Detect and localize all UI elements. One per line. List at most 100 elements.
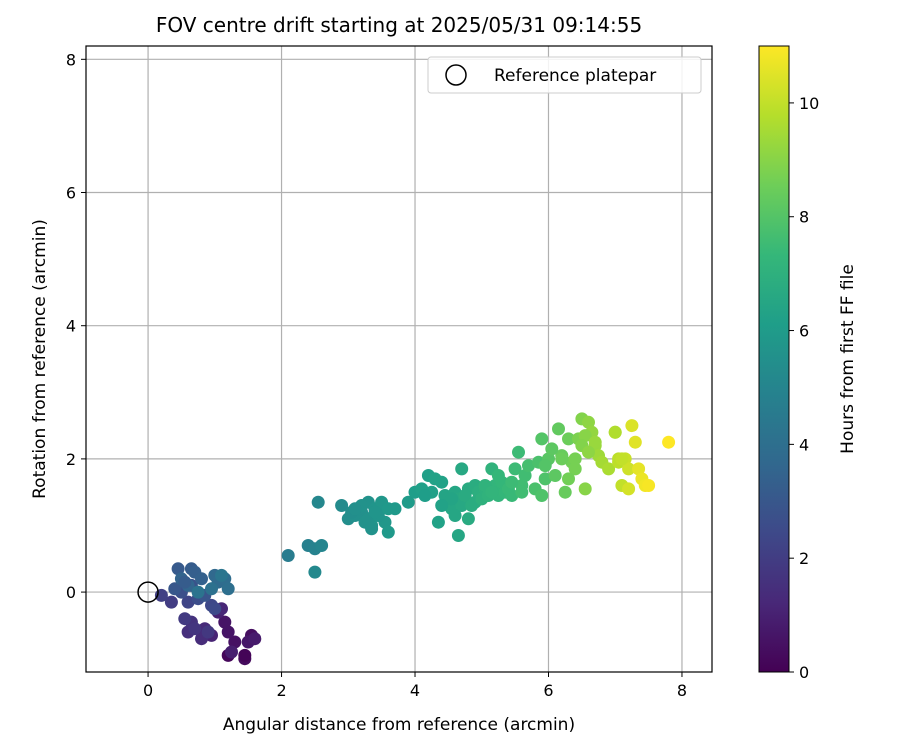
y-tick-label: 0 xyxy=(66,583,76,602)
x-tick-label: 0 xyxy=(143,681,153,700)
data-point xyxy=(401,495,415,509)
data-point xyxy=(538,472,552,486)
data-point xyxy=(505,475,519,489)
colorbar-tick-label: 2 xyxy=(799,549,809,568)
data-point xyxy=(164,595,178,609)
colorbar: 0 2 4 6 8 10 Hours from first FF file xyxy=(758,45,858,682)
data-point xyxy=(171,562,185,576)
data-point xyxy=(225,645,238,659)
data-point xyxy=(622,482,636,496)
data-point xyxy=(461,512,475,526)
data-point xyxy=(522,459,535,473)
chart-title: FOV centre drift starting at 2025/05/31 … xyxy=(156,13,642,37)
data-point xyxy=(435,499,449,512)
colorbar-tick-label: 8 xyxy=(799,208,809,227)
data-point xyxy=(221,582,235,596)
x-axis-label: Angular distance from reference (arcmin) xyxy=(223,715,575,735)
data-point xyxy=(578,482,592,496)
data-point xyxy=(311,495,325,509)
data-point xyxy=(552,422,565,436)
data-point xyxy=(195,572,208,586)
data-point xyxy=(281,549,295,562)
reference-platepar-marker xyxy=(137,581,159,603)
data-point xyxy=(568,452,582,466)
data-point xyxy=(512,445,525,459)
data-point xyxy=(578,429,592,443)
data-point xyxy=(622,462,636,476)
data-point xyxy=(555,452,569,466)
data-point xyxy=(608,425,622,439)
reference-point xyxy=(137,581,159,603)
data-point xyxy=(168,582,182,596)
data-point xyxy=(582,415,595,429)
y-tick-label: 2 xyxy=(66,450,76,469)
data-point xyxy=(365,522,379,536)
data-point xyxy=(642,479,656,492)
legend-open-circle-icon xyxy=(445,64,467,86)
data-point xyxy=(381,525,395,539)
data-point xyxy=(548,469,562,482)
colorbar-ticks: 0 2 4 6 8 10 xyxy=(789,94,819,682)
data-point xyxy=(632,462,646,476)
data-point xyxy=(535,489,549,502)
legend: Reference platepar xyxy=(427,56,702,94)
data-point xyxy=(662,435,676,449)
legend-box xyxy=(427,56,702,94)
data-point xyxy=(248,632,262,646)
data-point xyxy=(445,492,459,506)
data-point xyxy=(491,469,505,482)
data-point xyxy=(562,432,575,446)
data-point xyxy=(451,529,465,542)
data-point xyxy=(205,582,218,596)
data-point xyxy=(625,419,639,433)
data-point xyxy=(181,595,195,609)
legend-label: Reference platepar xyxy=(494,66,656,86)
x-tick-label: 6 xyxy=(543,681,553,700)
y-tick-label: 6 xyxy=(66,184,76,203)
data-point xyxy=(381,502,395,516)
x-tick-label: 2 xyxy=(276,681,286,700)
data-point xyxy=(191,585,205,599)
data-point xyxy=(515,485,529,499)
data-point xyxy=(568,462,582,476)
colorbar-frame xyxy=(758,45,790,673)
data-point xyxy=(178,612,192,626)
data-point xyxy=(418,489,432,502)
data-point xyxy=(562,472,575,486)
x-tick-label: 8 xyxy=(677,681,687,700)
data-point xyxy=(558,485,572,499)
y-tick-label: 8 xyxy=(66,50,76,69)
data-point xyxy=(455,499,469,512)
data-point xyxy=(538,459,552,473)
x-axis-ticks: 0 2 4 6 8 xyxy=(143,672,687,700)
data-point xyxy=(221,625,235,639)
data-point xyxy=(308,565,322,579)
data-point xyxy=(215,568,228,582)
plot-frame xyxy=(85,45,713,673)
data-point xyxy=(588,435,602,449)
colorbar-tick-label: 10 xyxy=(799,94,819,113)
data-point xyxy=(218,615,232,629)
colorbar-label: Hours from first FF file xyxy=(838,264,858,454)
data-point xyxy=(208,602,222,616)
grid-lines xyxy=(86,46,712,672)
data-point xyxy=(505,489,519,502)
data-point xyxy=(615,452,629,466)
data-point xyxy=(178,575,192,589)
colorbar-tick-label: 4 xyxy=(799,435,809,454)
colorbar-gradient xyxy=(759,46,789,672)
data-point xyxy=(628,435,642,449)
data-point xyxy=(431,515,445,529)
data-point xyxy=(238,648,252,662)
data-point xyxy=(485,485,499,499)
data-point xyxy=(315,539,329,552)
data-point xyxy=(348,502,362,516)
colorbar-tick-label: 0 xyxy=(799,663,809,682)
y-axis-label: Rotation from reference (arcmin) xyxy=(30,219,50,499)
y-tick-label: 4 xyxy=(66,317,76,336)
data-point xyxy=(535,432,549,446)
data-points xyxy=(154,412,676,666)
colorbar-tick-label: 6 xyxy=(799,322,809,341)
data-point xyxy=(435,475,449,489)
